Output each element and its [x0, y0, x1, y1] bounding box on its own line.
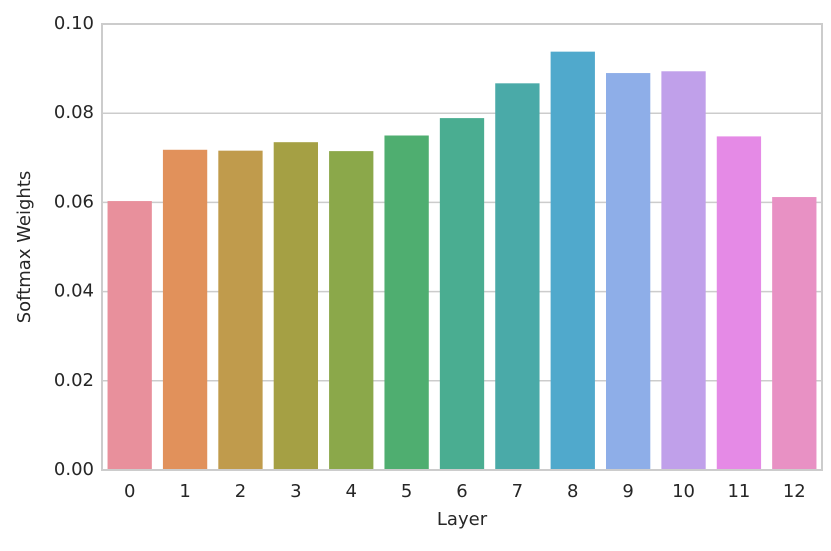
bar	[162, 149, 208, 470]
bar	[772, 197, 817, 470]
x-tick-label: 6	[456, 481, 467, 502]
bar	[495, 83, 540, 471]
bar	[606, 73, 651, 470]
y-axis-label: Softmax Weights	[14, 171, 35, 324]
x-tick-label: 9	[622, 481, 633, 502]
x-tick-label: 10	[672, 481, 695, 502]
x-tick-label: 7	[512, 481, 523, 502]
x-tick-label: 12	[783, 481, 806, 502]
x-axis-label: Layer	[437, 509, 488, 530]
y-tick-label: 0.02	[54, 370, 94, 391]
bar	[661, 71, 706, 470]
bar	[550, 51, 595, 470]
y-tick-label: 0.06	[54, 191, 94, 212]
x-tick-label: 8	[567, 481, 578, 502]
x-tick-label: 1	[179, 481, 190, 502]
plot-frame	[101, 23, 823, 471]
x-tick-label: 4	[346, 481, 357, 502]
x-tick-label: 0	[124, 481, 135, 502]
x-tick-label: 3	[290, 481, 301, 502]
x-tick-label: 2	[235, 481, 246, 502]
bar	[107, 201, 152, 470]
y-tick-label: 0.04	[54, 281, 94, 302]
x-tick-label: 11	[727, 481, 750, 502]
bar	[439, 118, 485, 470]
bar	[329, 151, 374, 471]
bar	[273, 142, 318, 470]
bar	[716, 136, 762, 470]
y-tick-label: 0.00	[54, 459, 94, 480]
x-tick-label: 5	[401, 481, 412, 502]
bar	[384, 135, 429, 470]
y-tick-label: 0.08	[54, 102, 94, 123]
y-tick-label: 0.10	[54, 13, 94, 34]
bar	[218, 150, 263, 470]
